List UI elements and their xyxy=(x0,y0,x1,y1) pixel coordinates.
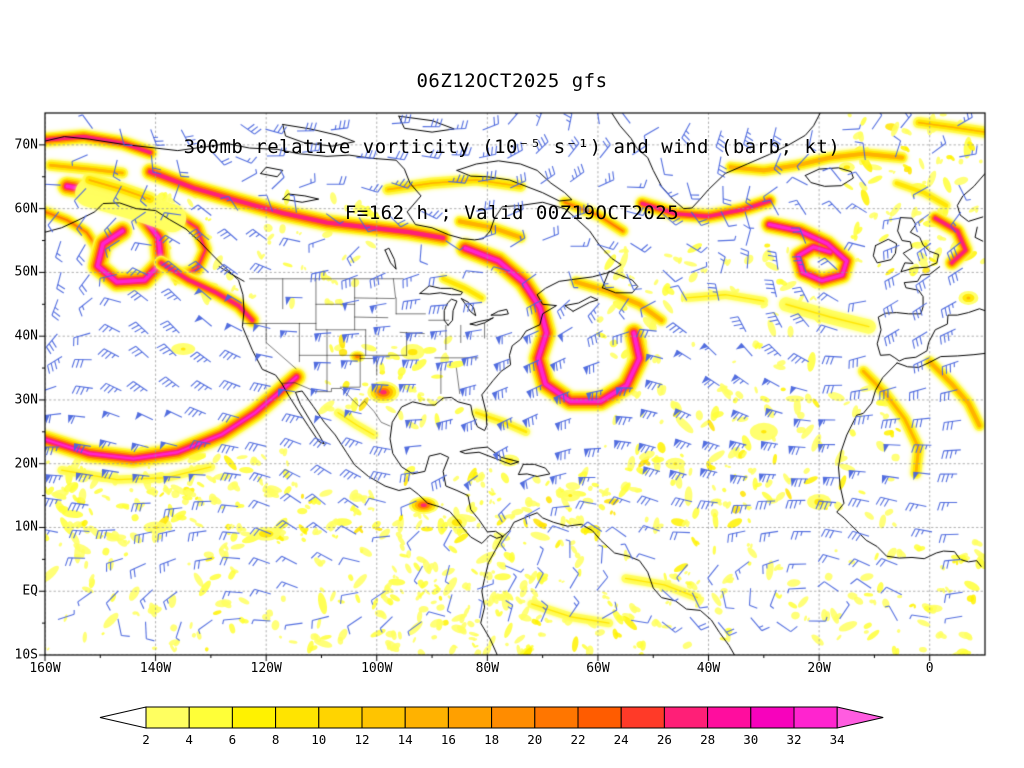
title-block: 06Z12OCT2025 gfs 300mb relative vorticit… xyxy=(0,26,1024,268)
colorbar-tick-label: 20 xyxy=(527,732,542,747)
lon-tick-label: 120W xyxy=(250,661,282,676)
title-line-init: 06Z12OCT2025 gfs xyxy=(416,70,608,92)
lat-tick-label: 60N xyxy=(14,201,38,217)
lat-tick-label: 20N xyxy=(14,456,38,472)
colorbar-tick-label: 8 xyxy=(272,732,280,747)
colorbar-segment xyxy=(404,706,449,729)
colorbar-tick-label: 28 xyxy=(700,732,715,747)
lon-tick-label: 80W xyxy=(475,661,500,676)
colorbar-segment xyxy=(534,706,579,729)
colorbar-tick-label: 10 xyxy=(311,732,326,747)
colorbar-tick-label: 6 xyxy=(229,732,237,747)
lat-tick-label: 70N xyxy=(14,137,38,153)
lon-tick-label: 40W xyxy=(696,661,721,676)
colorbar-tick-label: 14 xyxy=(398,732,413,747)
colorbar-segment xyxy=(231,706,277,729)
colorbar-segment xyxy=(620,706,665,729)
title-line-valid: F=162 h ; Valid 00Z19OCT2025 xyxy=(344,202,680,224)
colorbar-segment xyxy=(447,706,493,729)
colorbar: 2 4 6 8 10 12 14 16 18 20 22 24 26 28 30 32 34 xyxy=(99,706,884,747)
colorbar-segment xyxy=(793,706,838,729)
lat-tick-label: 30N xyxy=(14,392,38,408)
colorbar-tick-label: 26 xyxy=(657,732,672,747)
colorbar-segment xyxy=(318,706,363,729)
colorbar-tick-label: 34 xyxy=(830,732,845,747)
colorbar-tick-label: 30 xyxy=(743,732,758,747)
colorbar-segment xyxy=(361,706,406,729)
colorbar-segment xyxy=(188,706,233,729)
colorbar-tick-label: 16 xyxy=(441,732,456,747)
lon-tick-label: 100W xyxy=(361,661,393,676)
lat-tick-label: 10N xyxy=(14,519,38,535)
colorbar-segment xyxy=(707,706,752,729)
lat-tick-label: EQ xyxy=(22,583,38,599)
title-line-variable: 300mb relative vorticity (10⁻⁵ s⁻¹) and … xyxy=(183,136,841,158)
lat-tick-label: 50N xyxy=(14,264,38,280)
lat-tick-label: 40N xyxy=(14,328,38,344)
colorbar-tick-label: 32 xyxy=(786,732,801,747)
colorbar-tick-label: 18 xyxy=(484,732,499,747)
lon-tick-label: 0 xyxy=(925,661,934,676)
colorbar-segment xyxy=(577,706,622,729)
lon-tick-label: 140W xyxy=(139,661,172,676)
colorbar-tick-label: 2 xyxy=(142,732,150,747)
colorbar-tick-label: 24 xyxy=(614,732,629,747)
colorbar-arrow xyxy=(99,706,147,729)
colorbar-tick-label: 12 xyxy=(354,732,369,747)
lon-tick-label: 20W xyxy=(807,661,831,676)
colorbar-arrow xyxy=(836,706,884,729)
colorbar-segment xyxy=(275,706,320,729)
colorbar-segment xyxy=(663,706,709,729)
colorbar-tick-label: 22 xyxy=(570,732,585,747)
lon-tick-label: 160W xyxy=(29,661,61,676)
lat-tick-label: 10S xyxy=(14,647,38,663)
colorbar-segment xyxy=(145,706,190,729)
colorbar-segment xyxy=(491,706,536,729)
colorbar-tick-label: 4 xyxy=(185,732,193,747)
lon-tick-label: 60W xyxy=(586,661,610,676)
colorbar-segment xyxy=(750,706,795,729)
